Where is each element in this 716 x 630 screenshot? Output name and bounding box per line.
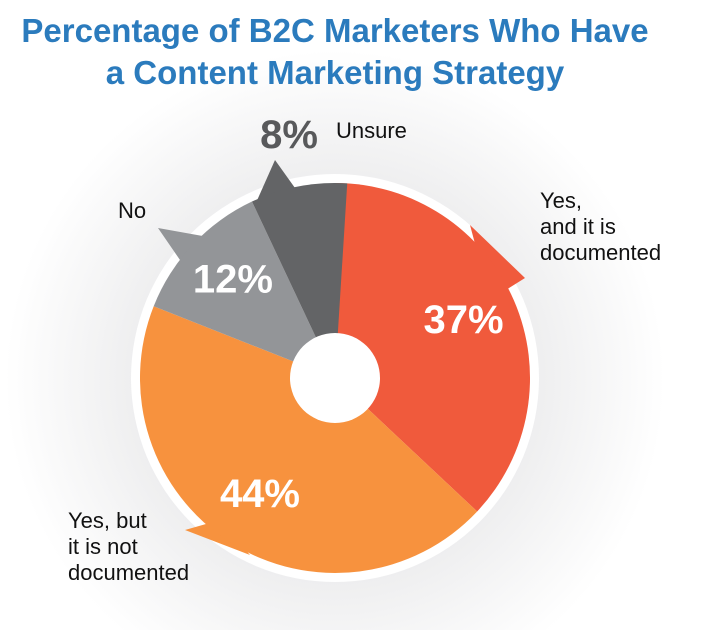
- pie-slice: [335, 183, 531, 512]
- callout: [185, 520, 250, 555]
- pie-slice: [139, 306, 478, 574]
- pie-hole: [290, 333, 380, 423]
- category-label: No: [118, 198, 147, 223]
- pie-slice: [251, 183, 348, 378]
- callout: [158, 228, 225, 260]
- value-label: 8%: [260, 113, 318, 157]
- chart-title: Percentage of B2C Marketers Who Have a C…: [21, 12, 649, 91]
- value-label: 37%: [423, 298, 503, 342]
- category-label: Yes, but it is not documented: [68, 508, 190, 585]
- value-label: 12%: [193, 258, 273, 302]
- value-label: 44%: [220, 472, 300, 516]
- category-label: Yes, and it is documented: [540, 188, 662, 265]
- category-label: Unsure: [336, 118, 407, 143]
- pie-slice: [153, 201, 335, 378]
- callout: [470, 225, 525, 300]
